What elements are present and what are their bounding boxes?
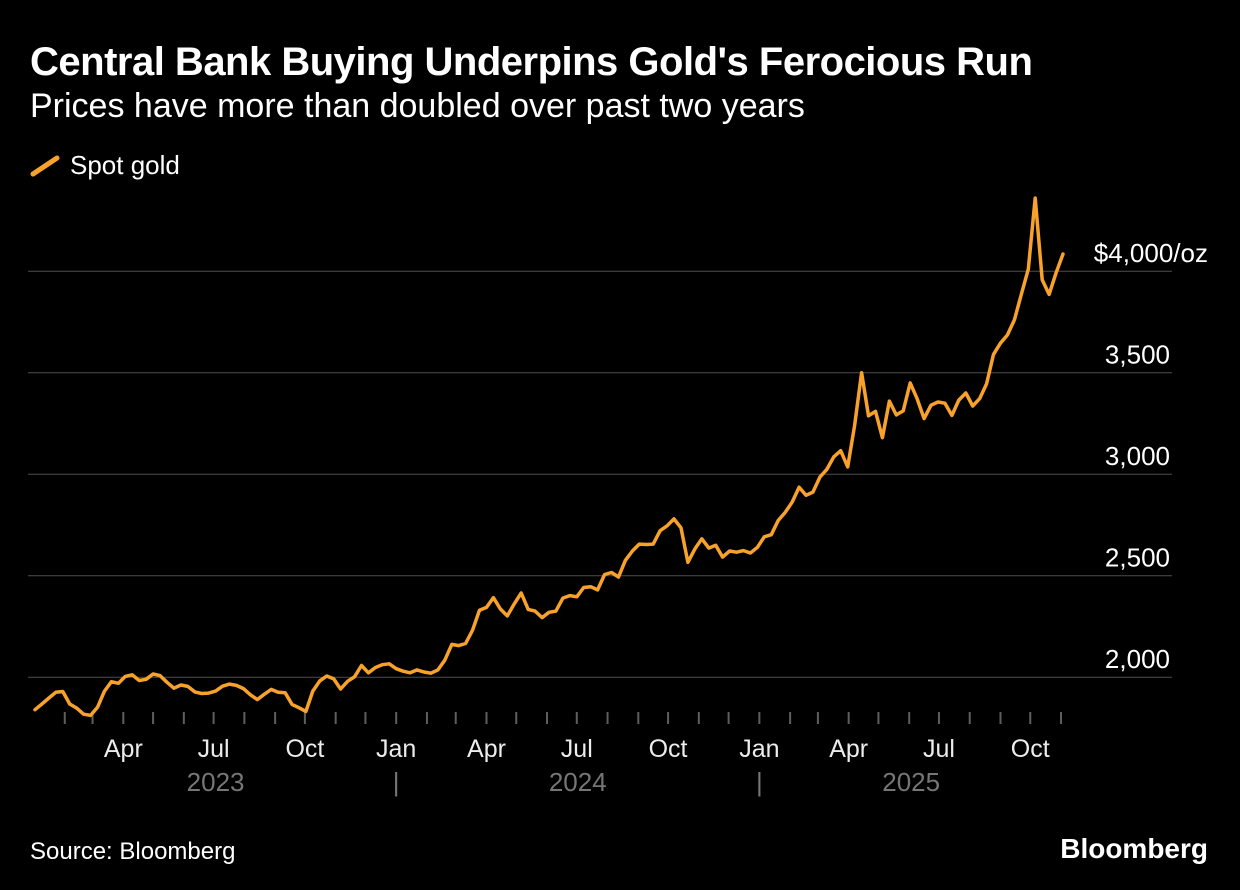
chart-subtitle: Prices have more than doubled over past … — [30, 87, 805, 125]
bloomberg-logo: Bloomberg — [1060, 833, 1208, 864]
y-axis-label-2000: 2,000 — [1105, 644, 1170, 674]
y-axis-label-4000: $4,000/oz — [1094, 238, 1208, 268]
month-label: Jul — [923, 735, 955, 763]
y-axis-label-3000: 3,000 — [1105, 441, 1170, 471]
year-label-2023: 2023 — [187, 767, 245, 797]
chart-title: Central Bank Buying Underpins Gold's Fer… — [30, 40, 1033, 84]
month-label: Oct — [1011, 735, 1050, 763]
month-label: Apr — [104, 735, 143, 763]
month-label: Jan — [376, 735, 416, 763]
year-separator: | — [756, 767, 763, 797]
y-axis-label-2500: 2,500 — [1105, 543, 1170, 573]
source-text: Source: Bloomberg — [30, 838, 236, 865]
spot-gold-line — [33, 196, 1065, 718]
y-axis-label-3500: 3,500 — [1105, 340, 1170, 370]
legend: Spot gold — [30, 150, 180, 181]
month-label: Apr — [467, 735, 506, 763]
month-label: Apr — [829, 735, 868, 763]
month-label: Jul — [198, 735, 230, 763]
month-label: Oct — [649, 735, 688, 763]
month-label: Jan — [739, 735, 779, 763]
month-label: Oct — [285, 735, 324, 763]
legend-label: Spot gold — [70, 150, 180, 180]
year-label-2024: 2024 — [549, 767, 607, 797]
month-label: Jul — [561, 735, 593, 763]
legend-line-swatch-icon — [30, 155, 60, 176]
year-separator: | — [393, 767, 400, 797]
year-label-2025: 2025 — [882, 767, 940, 797]
